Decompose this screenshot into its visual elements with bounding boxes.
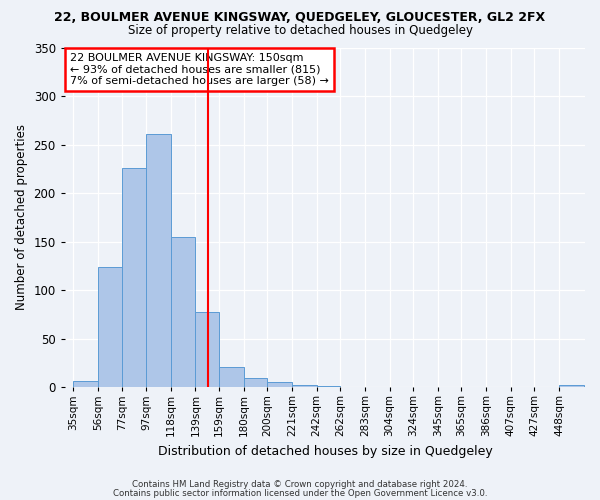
Text: 22, BOULMER AVENUE KINGSWAY, QUEDGELEY, GLOUCESTER, GL2 2FX: 22, BOULMER AVENUE KINGSWAY, QUEDGELEY, … xyxy=(55,11,545,24)
Bar xyxy=(267,382,292,387)
Bar xyxy=(98,267,122,387)
Y-axis label: Number of detached properties: Number of detached properties xyxy=(15,124,28,310)
Bar xyxy=(317,386,340,387)
Bar xyxy=(146,134,171,387)
X-axis label: Distribution of detached houses by size in Quedgeley: Distribution of detached houses by size … xyxy=(158,444,492,458)
Bar xyxy=(196,312,219,387)
Bar xyxy=(122,168,146,387)
Text: Size of property relative to detached houses in Quedgeley: Size of property relative to detached ho… xyxy=(128,24,473,37)
Bar xyxy=(219,366,244,387)
Text: Contains public sector information licensed under the Open Government Licence v3: Contains public sector information licen… xyxy=(113,489,487,498)
Bar xyxy=(559,385,584,387)
Bar xyxy=(292,385,317,387)
Bar xyxy=(73,382,98,387)
Bar xyxy=(171,236,196,387)
Text: 22 BOULMER AVENUE KINGSWAY: 150sqm
← 93% of detached houses are smaller (815)
7%: 22 BOULMER AVENUE KINGSWAY: 150sqm ← 93%… xyxy=(70,52,329,86)
Bar xyxy=(244,378,267,387)
Text: Contains HM Land Registry data © Crown copyright and database right 2024.: Contains HM Land Registry data © Crown c… xyxy=(132,480,468,489)
